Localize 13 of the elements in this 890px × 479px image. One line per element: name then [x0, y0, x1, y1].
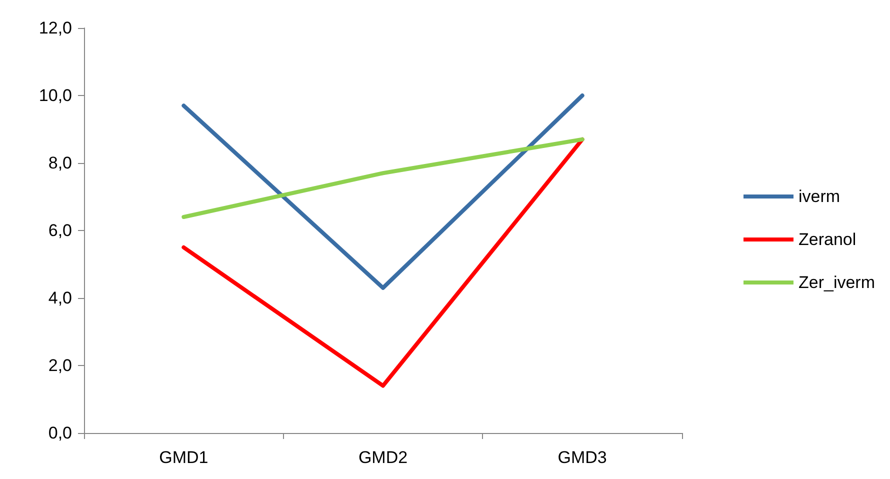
y-tick-label: 6,0 [48, 221, 72, 240]
x-tick-label: GMD1 [159, 448, 208, 467]
y-tick-label: 12,0 [38, 18, 72, 38]
legend-label: Zer_iverm [798, 273, 876, 292]
y-tick-label: 2,0 [48, 356, 72, 375]
y-tick-label: 10,0 [38, 86, 72, 105]
legend-label: iverm [798, 187, 840, 206]
y-tick-label: 0,0 [48, 424, 72, 442]
x-tick-label: GMD2 [358, 448, 408, 467]
y-tick-label: 8,0 [48, 154, 72, 172]
legend-label: Zeranol [798, 230, 856, 249]
x-tick-label: GMD3 [558, 448, 607, 467]
y-tick-label: 4,0 [48, 288, 72, 308]
